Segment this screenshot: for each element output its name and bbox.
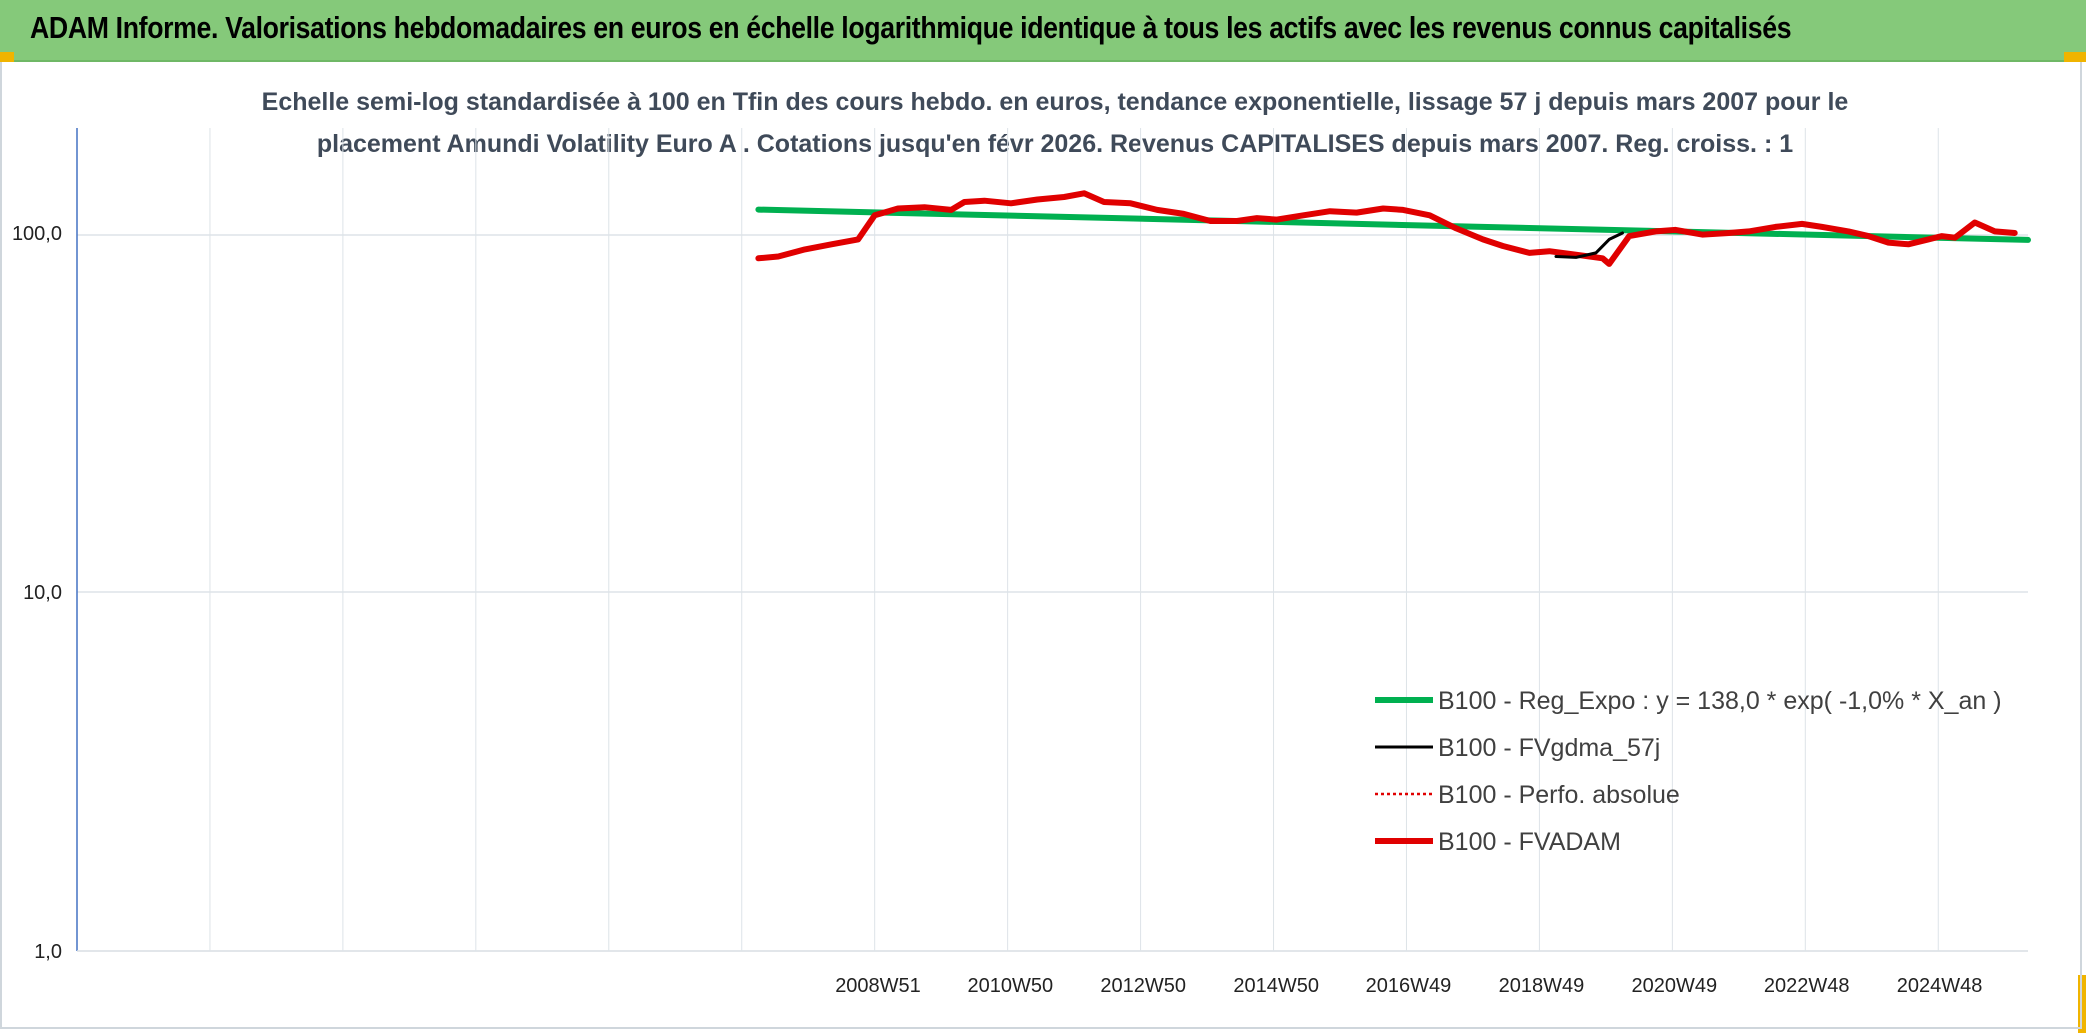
x-tick-label: 2008W51 <box>835 975 921 997</box>
chart-frame <box>0 62 2082 1029</box>
x-tick-label: 2020W49 <box>1632 975 1718 997</box>
x-tick-label: 2010W50 <box>967 975 1053 997</box>
x-tick-label: 2018W49 <box>1499 975 1585 997</box>
legend-label: B100 - FVADAM <box>1438 828 1621 856</box>
corner-marker-top-right <box>2064 52 2086 62</box>
series-line-0 <box>755 206 2031 243</box>
legend-label: B100 - Perfo. absolue <box>1438 781 1680 809</box>
series-line-3 <box>755 190 2018 267</box>
x-tick-label: 2012W50 <box>1100 975 1186 997</box>
legend-label: B100 - FVgdma_57j <box>1438 734 1660 762</box>
series-line-1 <box>1554 231 1624 259</box>
corner-marker-bottom-right <box>2078 975 2086 1033</box>
report-title: ADAM Informe. Valorisations hebdomadaire… <box>30 10 1792 45</box>
x-tick-label: 2022W48 <box>1764 975 1850 997</box>
y-tick-label: 100,0 <box>12 223 62 245</box>
y-tick-label: 1,0 <box>34 941 62 963</box>
y-tick-label: 10,0 <box>23 582 62 604</box>
x-tick-label: 2016W49 <box>1366 975 1452 997</box>
x-tick-label: 2024W48 <box>1897 975 1983 997</box>
corner-marker-top-left <box>0 52 14 62</box>
x-tick-label: 2014W50 <box>1233 975 1319 997</box>
chart-title-line-2: placement Amundi Volatility Euro A . Cot… <box>316 130 1794 158</box>
legend-label: B100 - Reg_Expo : y = 138,0 * exp( -1,0%… <box>1438 687 2002 715</box>
report-banner: ADAM Informe. Valorisations hebdomadaire… <box>0 0 2086 62</box>
chart-title-line-1: Echelle semi-log standardisée à 100 en T… <box>261 88 1849 116</box>
